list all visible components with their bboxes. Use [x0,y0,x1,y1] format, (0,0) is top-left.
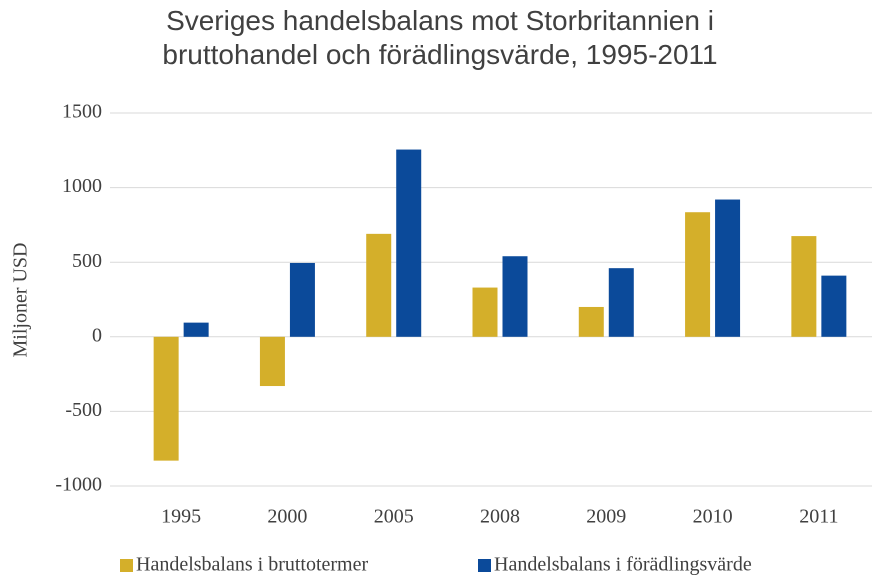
y-tick-label: 1500 [62,101,102,123]
chart-title: Sveriges handelsbalans mot Storbritannie… [162,5,718,70]
legend-label: Handelsbalans i bruttotermer [136,554,368,576]
bar [715,199,741,337]
bar [608,268,634,337]
x-tick-label: 1995 [161,506,201,528]
x-tick-label: 2008 [480,506,520,528]
y-axis-label: Miljoner USD [10,243,32,358]
y-tick-label: 0 [92,324,102,346]
x-tick-label: 2009 [586,506,626,528]
bar [259,336,285,387]
bar [578,306,604,337]
bar [472,287,498,337]
y-tick-label: -1000 [55,474,102,496]
x-tick-label: 2010 [693,506,733,528]
legend-label: Handelsbalans i förädlingsvärde [494,554,752,576]
bar [366,233,392,337]
legend-swatch [120,559,133,572]
x-tick-label: 2000 [267,506,307,528]
bar [821,275,847,337]
y-tick-label: -500 [65,399,102,421]
y-tick-label: 500 [72,250,102,272]
y-tick-label: 1000 [62,175,102,197]
bar [791,236,817,337]
bar [502,256,528,337]
bar [396,149,422,337]
x-tick-label: 2005 [374,506,414,528]
bar [289,262,315,337]
bar [153,336,179,461]
x-tick-label: 2011 [799,506,838,528]
legend-swatch [478,559,491,572]
bar [685,212,711,337]
bar [183,322,209,337]
